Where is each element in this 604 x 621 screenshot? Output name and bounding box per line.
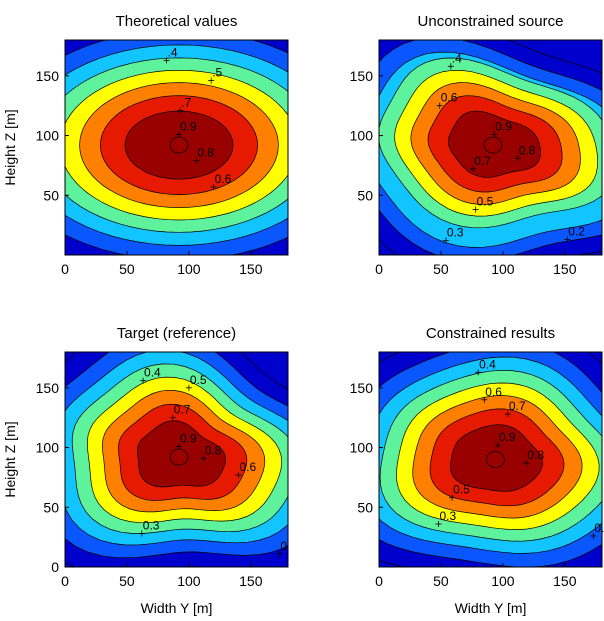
x-tick-label: 150 xyxy=(553,573,577,589)
x-tick-label: 150 xyxy=(553,261,577,277)
contour-fills xyxy=(379,352,602,567)
contour-fills xyxy=(65,40,288,255)
contour-label: 0.2 xyxy=(594,521,604,535)
x-tick-label: 100 xyxy=(177,261,201,277)
contour-label: 0.2 xyxy=(568,224,585,238)
contour-fills xyxy=(379,40,602,255)
subplot-2: .4 0.6 0.9 0.8 0.7 0.5 0.3 0.2 0 50 100 150 50 100 150… xyxy=(350,13,603,277)
contour-label: 0.8 xyxy=(527,448,544,462)
contour-label: .4 xyxy=(168,45,178,59)
x-tick-label: 50 xyxy=(433,261,449,277)
y-tick-label: 50 xyxy=(43,187,59,203)
y-tick-label: 100 xyxy=(350,128,374,144)
contour-label: 0.8 xyxy=(205,443,222,457)
x-tick-label: 150 xyxy=(239,573,263,589)
x-axis-label: Width Y [m] xyxy=(141,600,213,616)
x-tick-label: 0 xyxy=(375,573,383,589)
contour-fills xyxy=(65,352,288,567)
x-tick-label: 150 xyxy=(239,261,263,277)
axes-frame xyxy=(378,39,603,256)
contour-label: 0.7 xyxy=(474,154,491,168)
y-axis-label: Height Z [m] xyxy=(2,421,18,497)
subplot-3: 0.40.50.70.90.80.60.300 50 100 150050100150… xyxy=(2,325,289,616)
x-tick-label: 0 xyxy=(375,261,383,277)
contour-label: 0.9 xyxy=(499,430,516,444)
contour-label: 0.9 xyxy=(180,119,197,133)
contour-label: 0.6 xyxy=(239,460,256,474)
x-tick-label: 50 xyxy=(119,261,135,277)
contour-label: 0.6 xyxy=(215,172,232,186)
x-tick-label: 100 xyxy=(177,573,201,589)
y-tick-label: 150 xyxy=(350,68,374,84)
contour-label: 0 xyxy=(280,539,287,553)
contour-label: 0.6 xyxy=(441,91,458,105)
peak-marker xyxy=(169,136,189,154)
contour-label: .5 xyxy=(212,66,222,80)
x-tick-label: 0 xyxy=(61,573,69,589)
y-tick-label: 100 xyxy=(350,440,374,456)
y-tick-label: 50 xyxy=(43,499,59,515)
contour-label: 0.8 xyxy=(197,146,214,160)
subplot-1: .4 .5 .7 0.90.80.6 0 50 100 150 50 100 150 Theoreti… xyxy=(2,13,289,277)
contour-label: 0.4 xyxy=(479,357,496,371)
x-tick-label: 0 xyxy=(61,261,69,277)
subplot-title: Theoretical values xyxy=(116,13,238,30)
peak-marker xyxy=(486,451,505,468)
y-tick-label: 150 xyxy=(350,380,374,396)
subplot-title: Target (reference) xyxy=(117,325,236,342)
contour-label: 0.5 xyxy=(190,373,207,387)
subplot-4: 0.4 0.6 0.7 0.9 0.8 0.5 0.3 0.2 0 50 100 150 50 100 15… xyxy=(350,325,604,616)
contour-label: 0.6 xyxy=(485,385,502,399)
contour-label: 0.5 xyxy=(477,195,494,209)
y-tick-label: 50 xyxy=(357,187,373,203)
contour-label: 0.7 xyxy=(174,403,191,417)
axes-frame xyxy=(64,39,289,256)
x-tick-label: 50 xyxy=(119,573,135,589)
x-tick-label: 100 xyxy=(491,261,515,277)
subplot-title: Unconstrained source xyxy=(418,13,564,30)
contour-label: 0.3 xyxy=(143,519,160,533)
contour-label: .4 xyxy=(452,51,462,65)
contour-label: 0.7 xyxy=(509,399,526,413)
contour-label: 0.9 xyxy=(180,431,197,445)
contour-label: 0.4 xyxy=(144,366,161,380)
contour-label: 0.9 xyxy=(495,119,512,133)
y-tick-label: 50 xyxy=(357,499,373,515)
peak-marker xyxy=(169,448,189,466)
axes-frame xyxy=(378,351,603,568)
contour-label: .7 xyxy=(181,95,191,109)
peak-marker xyxy=(483,136,503,154)
y-tick-label: 100 xyxy=(36,440,60,456)
contour-label: 0.3 xyxy=(439,509,456,523)
contour-label: 0.3 xyxy=(447,226,464,240)
subplot-title: Constrained results xyxy=(426,325,555,342)
y-tick-label: 150 xyxy=(36,68,60,84)
y-tick-label: 0 xyxy=(51,559,59,575)
x-tick-label: 50 xyxy=(433,573,449,589)
x-axis-label: Width Y [m] xyxy=(455,600,527,616)
y-axis-label: Height Z [m] xyxy=(2,109,18,185)
axes-frame xyxy=(64,351,289,568)
y-tick-label: 100 xyxy=(36,128,60,144)
x-tick-label: 100 xyxy=(491,573,515,589)
contour-label: 0.5 xyxy=(453,483,470,497)
contour-label: 0.8 xyxy=(519,143,536,157)
y-tick-label: 150 xyxy=(36,380,60,396)
